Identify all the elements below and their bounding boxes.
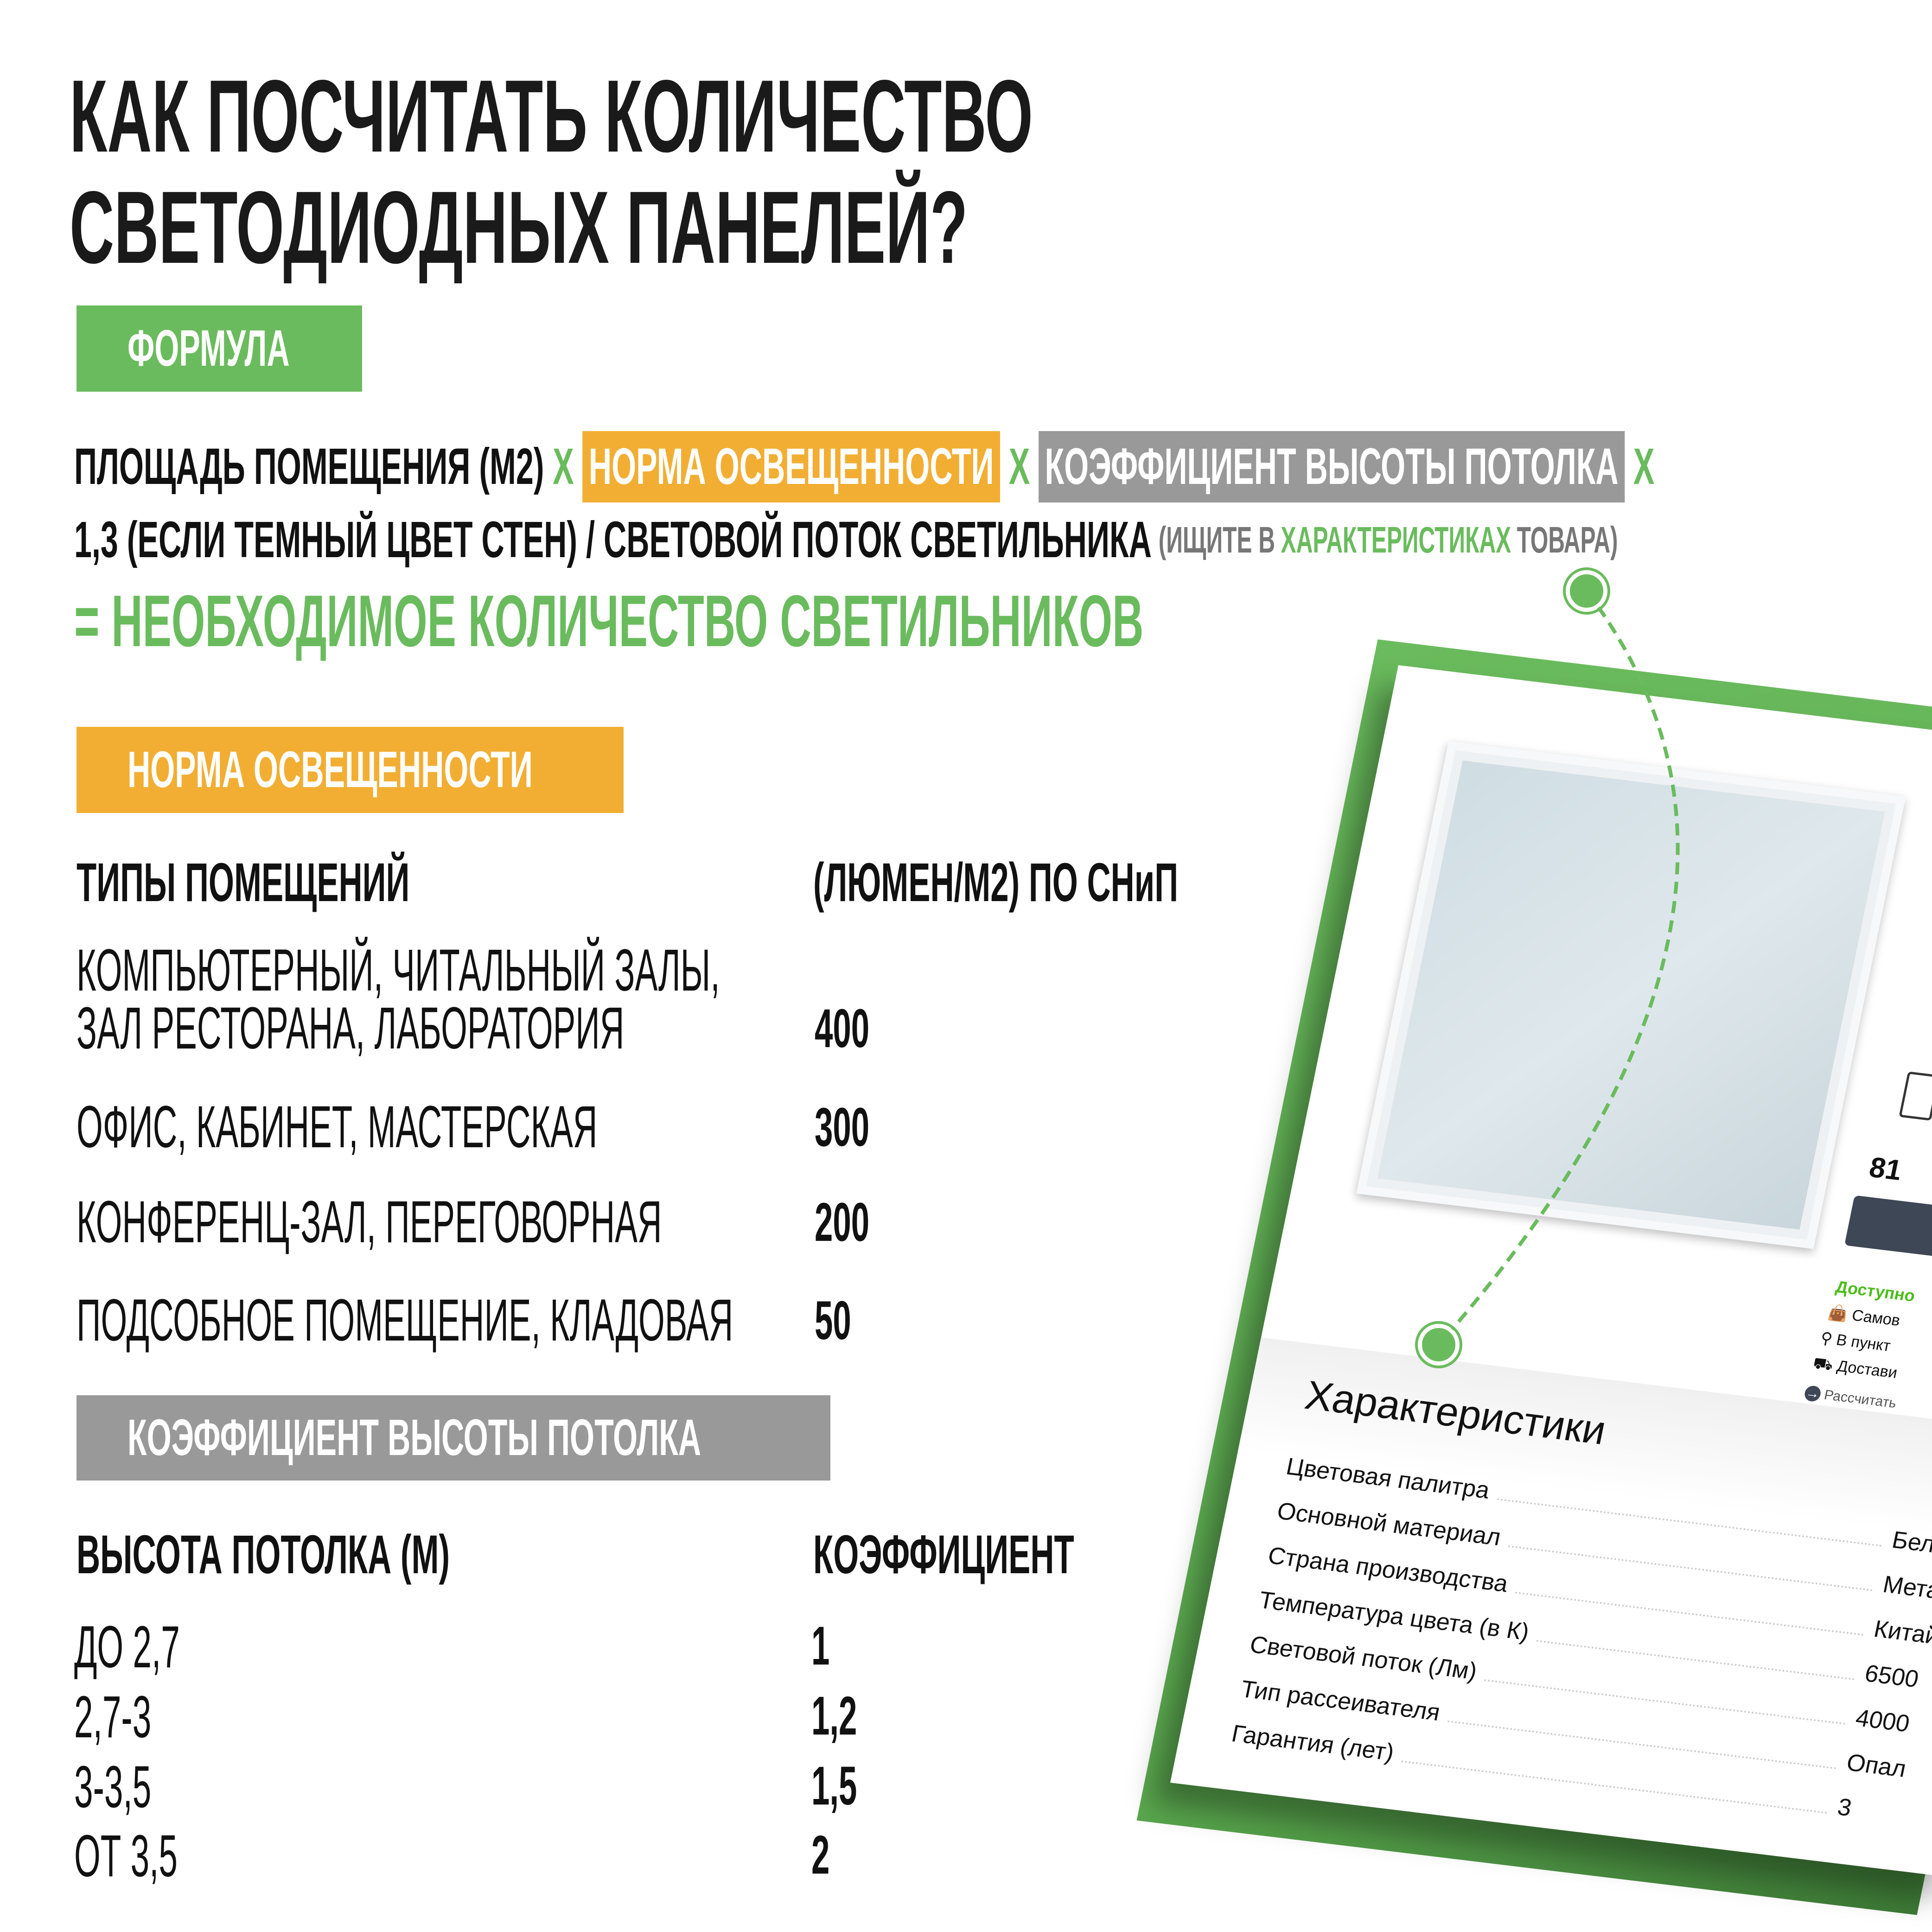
- multiply-sign: Х: [1008, 438, 1030, 495]
- norm-tag-label: НОРМА ОСВЕЩЕННОСТИ: [128, 741, 533, 798]
- norm-row-label: КОНФЕРЕНЦ-ЗАЛ, ПЕРЕГОВОРНАЯ: [77, 1189, 662, 1255]
- coef-row-value: 1,5: [811, 1755, 857, 1817]
- coef-row-value: 1: [811, 1615, 830, 1677]
- dashed-curve: [1437, 590, 1680, 1346]
- formula-hint: (ИЩИТЕ В: [1158, 519, 1275, 560]
- formula-hint-link: ХАРАКТЕРИСТИКАХ: [1281, 519, 1511, 560]
- norm-row-label: ЗАЛ РЕСТОРАНА, ЛАБОРАТОРИЯ: [77, 995, 625, 1061]
- coef-row-value: 2: [811, 1824, 830, 1886]
- norm-row-value: 50: [815, 1290, 851, 1351]
- norm-row-value: 300: [815, 1097, 870, 1158]
- coef-row-height: ОТ 3,5: [74, 1823, 178, 1889]
- callout-dot-bottom: [1418, 1324, 1459, 1365]
- coef-row-height: ДО 2,7: [74, 1614, 180, 1680]
- norm-row-value: 400: [815, 998, 870, 1059]
- coef-col-height: ВЫСОТА ПОТОЛКА (М): [77, 1524, 450, 1585]
- formula-result: = НЕОБХОДИМОЕ КОЛИЧЕСТВО СВЕТИЛЬНИКОВ: [74, 580, 1144, 662]
- formula-line-2: 1,3 (ЕСЛИ ТЕМНЫЙ ЦВЕТ СТЕН) / СВЕТОВОЙ П…: [74, 515, 1618, 566]
- norm-col-lumen: (ЛЮМЕН/М2) ПО СНиП: [813, 852, 1179, 913]
- coef-row-height: 3-3,5: [74, 1754, 152, 1820]
- norm-row-label: ПОДСОБНОЕ ПОМЕЩЕНИЕ, КЛАДОВАЯ: [77, 1287, 733, 1354]
- formula-hint-end: ТОВАРА): [1517, 519, 1618, 560]
- page-title-line1: КАК ПОСЧИТАТЬ КОЛИЧЕСТВО: [70, 59, 1033, 174]
- formula-tag: ФОРМУЛА: [77, 305, 362, 392]
- coef-row-value: 1,2: [811, 1685, 857, 1747]
- coef-row-height: 2,7-3: [74, 1684, 152, 1750]
- formula-divisor: 1,3 (ЕСЛИ ТЕМНЫЙ ЦВЕТ СТЕН) / СВЕТОВОЙ П…: [74, 511, 1152, 568]
- norm-row-value: 200: [815, 1192, 870, 1253]
- norm-row-label: ОФИС, КАБИНЕТ, МАСТЕРСКАЯ: [77, 1094, 598, 1160]
- formula-line-1: ПЛОЩАДЬ ПОМЕЩЕНИЯ (М2) Х НОРМА ОСВЕЩЕННО…: [74, 431, 1663, 502]
- callout-dot-top: [1566, 571, 1607, 611]
- multiply-sign: Х: [553, 438, 574, 495]
- norm-tag: НОРМА ОСВЕЩЕННОСТИ: [77, 727, 624, 813]
- coef-tag: КОЭФФИЦИЕНТ ВЫСОТЫ ПОТОЛКА: [77, 1395, 830, 1481]
- multiply-sign: Х: [1633, 438, 1655, 495]
- coef-col-value: КОЭФФИЦИЕНТ: [813, 1524, 1074, 1585]
- page-title-line2: СВЕТОДИОДНЫХ ПАНЕЛЕЙ?: [70, 170, 968, 285]
- formula-norm: НОРМА ОСВЕЩЕННОСТИ: [582, 431, 1001, 502]
- norm-row-label: КОМПЬЮТЕРНЫЙ, ЧИТАЛЬНЫЙ ЗАЛЫ,: [77, 937, 720, 1004]
- formula-coef: КОЭФФИЦИЕНТ ВЫСОТЫ ПОТОЛКА: [1038, 431, 1625, 502]
- coef-tag-label: КОЭФФИЦИЕНТ ВЫСОТЫ ПОТОЛКА: [128, 1409, 701, 1466]
- norm-col-types: ТИПЫ ПОМЕЩЕНИЙ: [77, 852, 410, 913]
- formula-tag-label: ФОРМУЛА: [128, 320, 290, 377]
- formula-area: ПЛОЩАДЬ ПОМЕЩЕНИЯ (М2): [74, 438, 544, 495]
